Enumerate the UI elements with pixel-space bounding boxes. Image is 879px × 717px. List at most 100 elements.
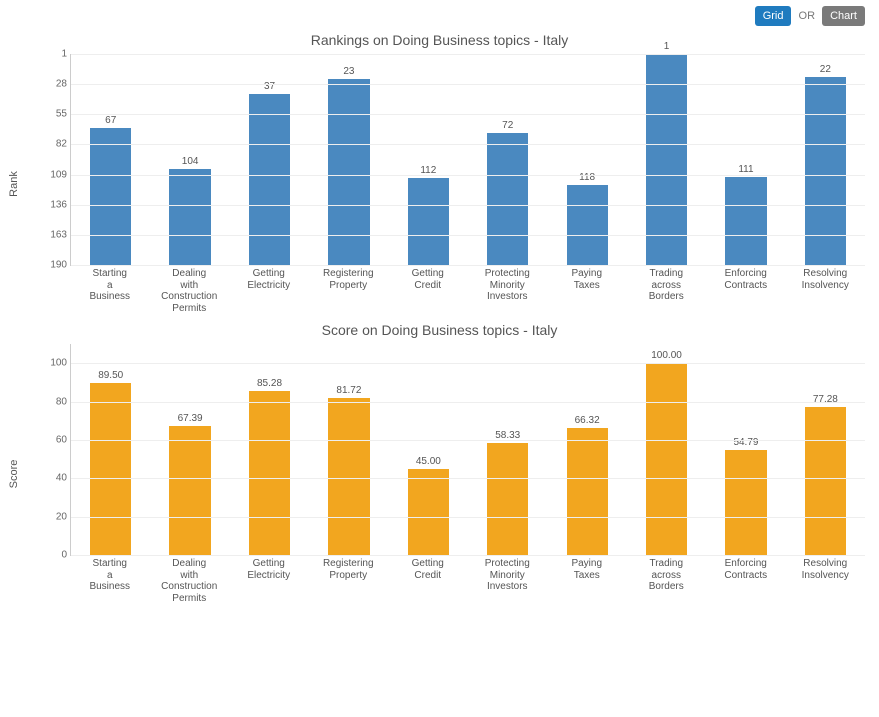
y-tick-label: 60 [37,434,67,445]
rank-x-labels: StartingaBusinessDealingwithConstruction… [70,266,865,314]
bar [487,443,528,555]
bar-slot: 45.00 [389,344,468,555]
y-tick-label: 20 [37,511,67,522]
bar [805,407,846,555]
rank-bars-container: 67104372311272118111122 [71,54,865,265]
y-tick-label: 40 [37,473,67,484]
x-tick-label: RegisteringProperty [309,266,389,314]
x-tick-label: TradingacrossBorders [627,556,707,604]
bar [725,450,766,555]
bar [328,79,369,265]
bar-value-label: 23 [343,66,354,77]
bar-slot: 1 [627,54,706,265]
grid-line [71,402,865,403]
x-tick-label: TradingacrossBorders [627,266,707,314]
bar-value-label: 89.50 [98,370,123,381]
grid-line [71,144,865,145]
bar-slot: 112 [389,54,468,265]
x-tick-label: StartingaBusiness [70,556,150,604]
y-tick-label: 1 [37,49,67,60]
bar-slot: 67.39 [150,344,229,555]
bar-value-label: 72 [502,120,513,131]
bar-value-label: 100.00 [651,350,682,361]
bar [408,469,449,555]
bar-slot: 23 [309,54,388,265]
bar-value-label: 67 [105,115,116,126]
y-tick-label: 136 [37,199,67,210]
x-tick-label: GettingElectricity [229,266,309,314]
bar [646,363,687,555]
bar [169,169,210,265]
score-chart: Score on Doing Business topics - Italy S… [8,322,871,604]
score-plot-area: 89.50 67.39 85.28 81.72 45.0058.33 66.32 100.0… [70,344,865,556]
bar-value-label: 54.79 [733,437,758,448]
bar-slot: 54.79 [706,344,785,555]
toolbar-or-label: OR [799,10,816,22]
rank-chart-body: Rank 67104372311272118111122 12855821091… [42,54,865,314]
grid-line [71,235,865,236]
bar [646,54,687,265]
score-chart-title: Score on Doing Business topics - Italy [8,322,871,338]
bar [249,94,290,265]
bar [328,398,369,555]
bar-slot: 100.00 [627,344,706,555]
rank-plot-area: 67104372311272118111122 1285582109136163… [70,54,865,266]
x-tick-label: PayingTaxes [547,556,627,604]
y-tick-label: 100 [37,358,67,369]
grid-view-button[interactable]: Grid [755,6,792,26]
score-y-axis-label: Score [8,460,20,489]
bar-value-label: 22 [820,64,831,75]
bar-slot: 72 [468,54,547,265]
bar [90,383,131,555]
score-x-labels: StartingaBusinessDealingwithConstruction… [70,556,865,604]
bar-value-label: 104 [182,156,199,167]
grid-line [71,114,865,115]
y-tick-label: 109 [37,169,67,180]
bar-slot: 81.72 [309,344,388,555]
rank-y-axis-label: Rank [8,171,20,197]
bar [725,177,766,265]
x-tick-label: ResolvingInsolvency [786,556,866,604]
bar-value-label: 67.39 [178,413,203,424]
grid-line [71,175,865,176]
bar [169,426,210,555]
bar-value-label: 111 [738,164,753,175]
chart-view-button[interactable]: Chart [822,6,865,26]
bar [567,185,608,265]
y-tick-label: 80 [37,396,67,407]
rank-chart: Rankings on Doing Business topics - Ital… [8,32,871,314]
score-chart-body: Score 89.5067.3985.2881.7245.0058.3366.3… [42,344,865,604]
y-tick-label: 163 [37,229,67,240]
grid-line [71,440,865,441]
bar-value-label: 81.72 [336,385,361,396]
y-tick-label: 55 [37,109,67,120]
bar-value-label: 1 [664,41,670,52]
bar-value-label: 66.32 [575,415,600,426]
bar [567,428,608,555]
grid-line [71,478,865,479]
x-tick-label: DealingwithConstructionPermits [150,556,230,604]
score-bars-container: 89.50 67.39 85.28 81.72 45.0058.33 66.32 100.0… [71,344,865,555]
bar-slot: 77.28 [786,344,865,555]
x-tick-label: GettingCredit [388,266,468,314]
grid-line [71,84,865,85]
x-tick-label: EnforcingContracts [706,266,786,314]
x-tick-label: ResolvingInsolvency [786,266,866,314]
bar-slot: 66.32 [547,344,626,555]
y-tick-label: 190 [37,260,67,271]
y-tick-label: 0 [37,550,67,561]
view-toggle-toolbar: Grid OR Chart [8,4,871,32]
x-tick-label: GettingCredit [388,556,468,604]
x-tick-label: RegisteringProperty [309,556,389,604]
bar-slot: 37 [230,54,309,265]
bar-slot: 67 [71,54,150,265]
bar-slot: 22 [786,54,865,265]
bar-slot: 118 [547,54,626,265]
bar-slot: 111 [706,54,785,265]
bar-slot: 104 [150,54,229,265]
bar-slot: 89.50 [71,344,150,555]
bar-slot: 85.28 [230,344,309,555]
bar [249,391,290,555]
grid-line [71,363,865,364]
bar-slot: 58.33 [468,344,547,555]
